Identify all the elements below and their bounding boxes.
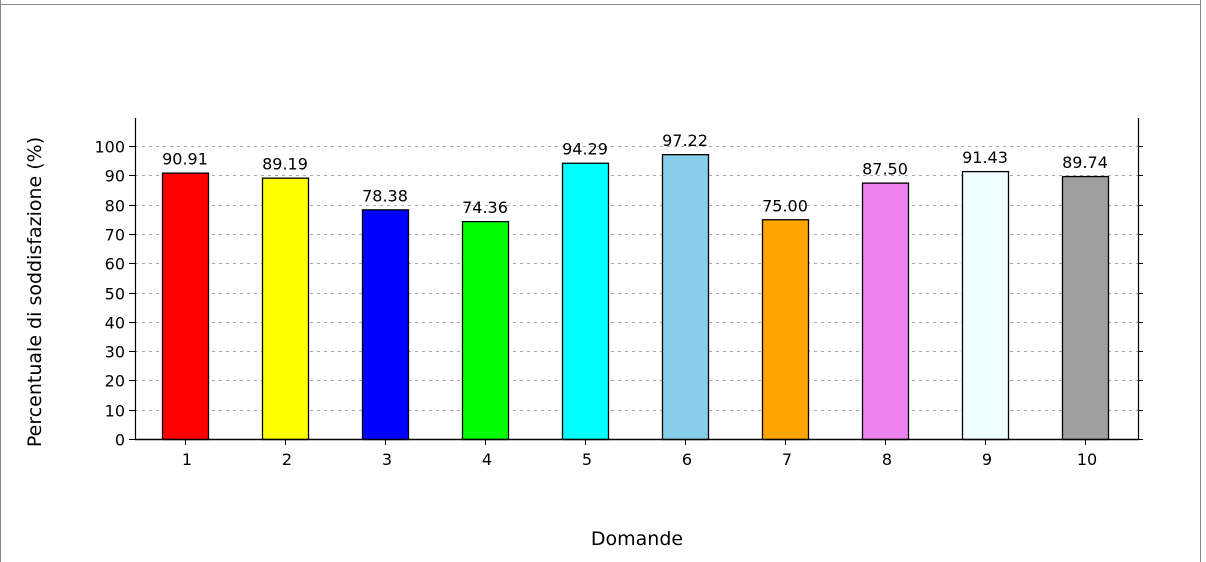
bar-9 (961, 170, 1010, 441)
bar-value-label: 74.36 (462, 198, 508, 217)
x-tick-label: 5 (582, 450, 592, 469)
x-tick-label: 6 (682, 450, 692, 469)
bar-value-label: 94.29 (562, 140, 608, 159)
y-tick-label: 60 (105, 255, 125, 274)
bar-value-label: 89.74 (1062, 153, 1108, 172)
bar-value-label: 90.91 (162, 150, 208, 169)
y-tick-label: 90 (105, 167, 125, 186)
bar-7 (761, 219, 810, 441)
y-tick-labels: 0 10 20 30 40 50 60 70 80 90 100 (94, 138, 125, 450)
y-tick-label: 100 (94, 138, 125, 157)
x-tick-label: 3 (382, 450, 392, 469)
x-axis-title: Domande (591, 528, 683, 550)
x-tick-label: 7 (782, 450, 792, 469)
y-tick-label: 0 (115, 431, 125, 450)
bar-6 (661, 153, 710, 441)
y-tick-label: 20 (105, 372, 125, 391)
x-tick-label: 8 (882, 450, 892, 469)
y-tick-label: 50 (105, 285, 125, 304)
bar-value-label: 91.43 (962, 148, 1008, 167)
y-tick-label: 70 (105, 226, 125, 245)
bar-5 (561, 162, 610, 441)
bar-4 (461, 220, 510, 441)
bar-value-labels: 90.91 89.19 78.38 74.36 94.29 97.22 75.00 87.50… (162, 131, 1108, 217)
y-tick-label: 30 (105, 343, 125, 362)
bars (161, 153, 1110, 441)
x-tick-label: 1 (182, 450, 192, 469)
bar-value-label: 78.38 (362, 186, 408, 205)
bar-value-label: 97.22 (662, 131, 708, 150)
bar-value-label: 87.50 (862, 160, 908, 179)
bar-value-label: 89.19 (262, 155, 308, 174)
x-tick-labels: 1 2 3 4 5 6 7 8 9 10 (182, 450, 1097, 469)
y-tick-label: 80 (105, 197, 125, 216)
x-tick-label: 10 (1077, 450, 1097, 469)
y-axis-title: Percentuale di soddisfazione (%) (24, 137, 46, 447)
bar-8 (861, 182, 910, 441)
bar-1 (161, 172, 210, 441)
axes (129, 118, 1143, 445)
bar-value-label: 75.00 (762, 196, 808, 215)
x-tick-label: 9 (982, 450, 992, 469)
bar-2 (261, 177, 310, 441)
x-tick-label: 2 (282, 450, 292, 469)
bar-10 (1061, 175, 1110, 441)
y-tick-label: 10 (105, 402, 125, 421)
bar-3 (361, 209, 410, 441)
x-tick-label: 4 (482, 450, 492, 469)
y-tick-label: 40 (105, 314, 125, 333)
